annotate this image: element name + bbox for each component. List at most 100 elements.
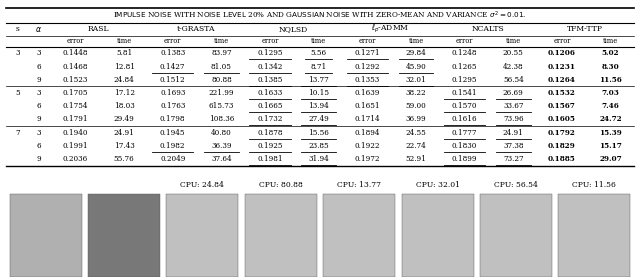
Text: 6: 6	[36, 63, 41, 71]
Text: 0.1982: 0.1982	[160, 142, 186, 150]
Text: 36.39: 36.39	[211, 142, 232, 150]
Text: 24.72: 24.72	[599, 115, 622, 123]
Text: 26.69: 26.69	[503, 89, 524, 97]
Text: 0.1763: 0.1763	[160, 102, 186, 110]
Text: 0.1885: 0.1885	[548, 155, 576, 163]
Text: 9: 9	[36, 115, 41, 123]
Text: 24.84: 24.84	[114, 76, 134, 84]
Text: 0.1714: 0.1714	[355, 115, 380, 123]
Text: 24.91: 24.91	[114, 129, 134, 137]
Text: 55.76: 55.76	[114, 155, 134, 163]
Text: 0.1899: 0.1899	[452, 155, 477, 163]
Bar	[480, 194, 552, 277]
Text: $\ell_p$-ADMM: $\ell_p$-ADMM	[371, 23, 410, 36]
Text: 24.55: 24.55	[406, 129, 426, 137]
Text: 73.96: 73.96	[503, 115, 524, 123]
Text: 0.1830: 0.1830	[452, 142, 477, 150]
Text: TFM-TTP: TFM-TTP	[567, 25, 603, 33]
Text: 22.74: 22.74	[406, 142, 426, 150]
Text: 36.99: 36.99	[406, 115, 426, 123]
Text: 0.1791: 0.1791	[63, 115, 88, 123]
Text: 15.39: 15.39	[599, 129, 622, 137]
Text: 80.88: 80.88	[211, 76, 232, 84]
Text: 0.1705: 0.1705	[63, 89, 88, 97]
Text: time: time	[116, 37, 132, 45]
Text: 0.1732: 0.1732	[257, 115, 283, 123]
Text: 0.1532: 0.1532	[548, 89, 576, 97]
Text: 7.03: 7.03	[602, 89, 620, 97]
Text: 0.1295: 0.1295	[257, 50, 283, 57]
Text: 3: 3	[15, 50, 19, 57]
Text: 0.1264: 0.1264	[548, 76, 576, 84]
Text: 0.1206: 0.1206	[548, 50, 576, 57]
Text: 7.46: 7.46	[602, 102, 620, 110]
Text: 52.91: 52.91	[406, 155, 426, 163]
Text: 0.1448: 0.1448	[63, 50, 88, 57]
Text: 6: 6	[36, 142, 41, 150]
Text: 18.03: 18.03	[114, 102, 134, 110]
Text: 13.94: 13.94	[308, 102, 329, 110]
Text: CPU: 24.84: CPU: 24.84	[180, 181, 225, 189]
Bar	[88, 194, 160, 277]
Text: 108.36: 108.36	[209, 115, 234, 123]
Text: 5.81: 5.81	[116, 50, 132, 57]
Text: 0.1922: 0.1922	[355, 142, 380, 150]
Text: 0.1829: 0.1829	[548, 142, 576, 150]
Text: NQLSD: NQLSD	[278, 25, 308, 33]
Text: NCALTS: NCALTS	[471, 25, 504, 33]
Text: error: error	[553, 37, 571, 45]
Text: 0.1945: 0.1945	[160, 129, 186, 137]
Text: 0.1792: 0.1792	[548, 129, 576, 137]
Text: 42.38: 42.38	[503, 63, 524, 71]
Text: 29.84: 29.84	[406, 50, 426, 57]
Text: 0.1383: 0.1383	[160, 50, 186, 57]
Text: 0.1271: 0.1271	[355, 50, 380, 57]
Text: 59.00: 59.00	[406, 102, 426, 110]
Text: 32.01: 32.01	[406, 76, 426, 84]
Text: 0.1342: 0.1342	[257, 63, 283, 71]
Text: 0.1248: 0.1248	[452, 50, 477, 57]
Text: 73.27: 73.27	[503, 155, 524, 163]
Text: 8.71: 8.71	[310, 63, 327, 71]
Text: 0.2036: 0.2036	[63, 155, 88, 163]
Text: 0.1925: 0.1925	[257, 142, 283, 150]
Text: 7: 7	[15, 129, 20, 137]
Text: 0.1570: 0.1570	[452, 102, 477, 110]
Text: 0.1754: 0.1754	[63, 102, 88, 110]
Text: 0.1981: 0.1981	[257, 155, 283, 163]
Text: 15.17: 15.17	[599, 142, 622, 150]
Text: error: error	[358, 37, 376, 45]
Text: 0.1523: 0.1523	[63, 76, 88, 84]
Text: 615.73: 615.73	[209, 102, 234, 110]
Text: time: time	[408, 37, 424, 45]
Text: 3: 3	[36, 89, 41, 97]
Text: 6: 6	[36, 102, 41, 110]
Text: 38.22: 38.22	[406, 89, 426, 97]
Text: s: s	[15, 25, 19, 33]
Text: 40.80: 40.80	[211, 129, 232, 137]
Text: 0.1512: 0.1512	[160, 76, 186, 84]
Text: error: error	[261, 37, 279, 45]
Text: t-GRASTA: t-GRASTA	[177, 25, 215, 33]
Bar	[244, 194, 317, 277]
Text: time: time	[214, 37, 229, 45]
Text: 5.02: 5.02	[602, 50, 620, 57]
Text: 0.1616: 0.1616	[452, 115, 477, 123]
Text: 0.1605: 0.1605	[548, 115, 576, 123]
Text: I$\mathrm{MPULSE}$ N$\mathrm{OISE}$ WITH N$\mathrm{OISE}$ L$\mathrm{EVEL}$ 20% A: I$\mathrm{MPULSE}$ N$\mathrm{OISE}$ WITH…	[113, 10, 527, 21]
Text: error: error	[67, 37, 84, 45]
Text: CPU: 11.56: CPU: 11.56	[572, 181, 616, 189]
Text: 17.43: 17.43	[114, 142, 134, 150]
Text: 45.90: 45.90	[406, 63, 426, 71]
Text: 37.38: 37.38	[503, 142, 524, 150]
Text: 0.1991: 0.1991	[63, 142, 88, 150]
Text: 0.1427: 0.1427	[160, 63, 186, 71]
Text: error: error	[456, 37, 474, 45]
Text: 5.56: 5.56	[310, 50, 327, 57]
Text: 56.54: 56.54	[503, 76, 524, 84]
Text: 0.1541: 0.1541	[452, 89, 477, 97]
Text: 20.55: 20.55	[503, 50, 524, 57]
Text: 8.30: 8.30	[602, 63, 620, 71]
Bar	[166, 194, 239, 277]
Text: 11.56: 11.56	[599, 76, 622, 84]
